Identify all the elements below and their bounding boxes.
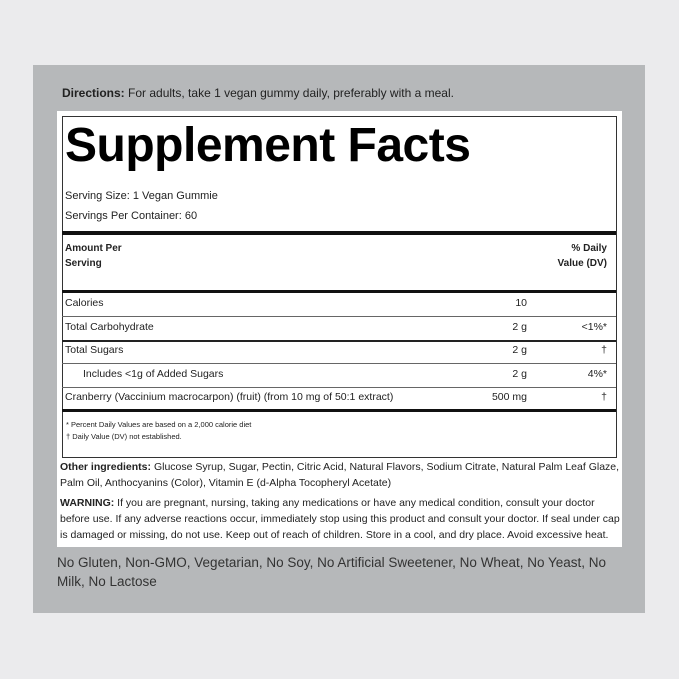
nutrient-dv: † — [601, 344, 607, 357]
facts-box — [62, 116, 617, 458]
nutrient-dv: † — [601, 391, 607, 404]
nutrient-amount: 2 g — [512, 367, 527, 380]
nutrient-name: Cranberry (Vaccinium macrocarpon) (fruit… — [65, 391, 394, 404]
footnote: † Daily Value (DV) not established. — [66, 432, 182, 441]
nutrient-dv: <1%* — [581, 320, 607, 333]
row-divider — [62, 316, 616, 317]
nutrient-amount: 10 — [515, 297, 527, 309]
thick-rule — [62, 290, 616, 293]
nutrient-amount: 2 g — [512, 320, 527, 333]
footnote: * Percent Daily Values are based on a 2,… — [66, 420, 252, 429]
dv-header: % Daily Value (DV) — [557, 243, 607, 269]
free-from: No Gluten, Non-GMO, Vegetarian, No Soy, … — [57, 555, 607, 589]
row-divider — [62, 363, 616, 365]
servings-per-container: Servings Per Container: 60 — [65, 210, 198, 222]
other-ingredients: Other ingredients: Glucose Syrup, Sugar,… — [60, 459, 620, 491]
warning-label: WARNING: — [60, 497, 115, 509]
row-divider — [62, 339, 616, 342]
other-ingredients-label: Other ingredients: — [60, 461, 152, 473]
thick-rule — [62, 409, 616, 412]
row-divider — [62, 386, 616, 388]
facts-panel — [57, 111, 622, 547]
other-ingredients-text: Glucose Syrup, Sugar, Pectin, Citric Aci… — [60, 461, 620, 489]
nutrient-name: Total Carbohydrate — [65, 320, 154, 333]
amount-header: Amount Per Serving — [65, 243, 122, 269]
nutrient-dv: 4%* — [587, 367, 607, 380]
nutrient-amount: 2 g — [512, 344, 527, 357]
warning-text: If you are pregnant, nursing, taking any… — [60, 497, 620, 541]
directions: Directions: For adults, take 1 vegan gum… — [62, 85, 454, 101]
thick-rule — [62, 231, 616, 235]
facts-title: Supplement Facts — [65, 119, 471, 172]
nutrient-name: Calories — [65, 297, 104, 309]
nutrient-name: Total Sugars — [65, 344, 124, 357]
serving-size: Serving Size: 1 Vegan Gummie — [65, 190, 218, 202]
nutrient-amount: 500 mg — [491, 391, 527, 404]
directions-label: Directions: — [62, 86, 125, 100]
warning: WARNING: If you are pregnant, nursing, t… — [60, 495, 620, 543]
nutrient-name: Includes <1g of Added Sugars — [83, 367, 224, 380]
directions-text: For adults, take 1 vegan gummy daily, pr… — [128, 86, 454, 100]
